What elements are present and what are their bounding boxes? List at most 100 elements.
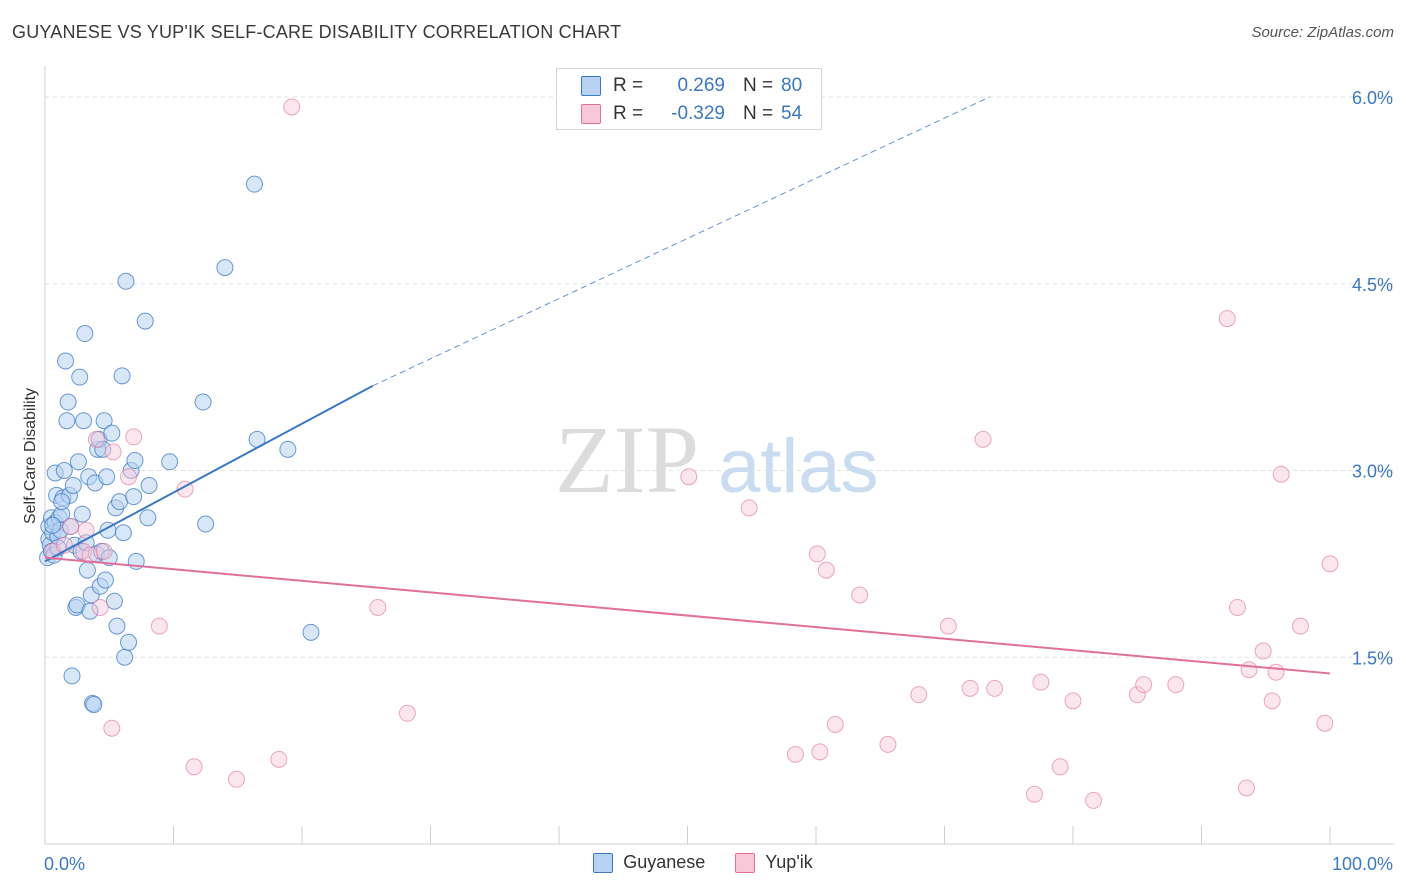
yupik-point xyxy=(808,545,826,563)
yupik-point xyxy=(125,428,143,446)
yupik-point xyxy=(91,598,109,616)
yupik-point xyxy=(986,679,1004,697)
yupik-point xyxy=(1267,663,1285,681)
guyanese-point xyxy=(58,412,76,430)
yupik-point xyxy=(851,586,869,604)
guyanese-point xyxy=(194,393,212,411)
yupik-point xyxy=(185,758,203,776)
guyanese-point xyxy=(161,453,179,471)
guyanese-trend-extension xyxy=(372,96,990,387)
yupik-point xyxy=(1272,465,1290,483)
guyanese-point xyxy=(98,468,116,486)
yupik-point xyxy=(826,715,844,733)
yupik-point xyxy=(817,561,835,579)
yupik-swatch xyxy=(581,104,601,124)
guyanese-point xyxy=(85,696,103,714)
guyanese-trend-line xyxy=(44,384,374,563)
trend-lines xyxy=(44,96,1331,675)
n-label: N = xyxy=(743,75,774,96)
yupik-point xyxy=(369,598,387,616)
guyanese-point xyxy=(302,623,320,641)
guyanese-point xyxy=(94,440,112,458)
guyanese-point xyxy=(279,440,297,458)
x-tick-label: 100.0% xyxy=(1332,854,1393,874)
yupik-point xyxy=(227,770,245,788)
yupik-point xyxy=(95,542,113,560)
chart-title: GUYANESE VS YUP'IK SELF-CARE DISABILITY … xyxy=(12,22,622,42)
yupik-point xyxy=(1254,642,1272,660)
yupik-point xyxy=(879,735,897,753)
yupik-point xyxy=(1237,779,1255,797)
y-tick-label: 3.0% xyxy=(1352,462,1393,482)
guyanese-point xyxy=(197,515,215,533)
yupik-point xyxy=(939,617,957,635)
guyanese-point xyxy=(73,505,91,523)
guyanese-point xyxy=(75,412,93,430)
yupik-point xyxy=(740,499,758,517)
yupik-point xyxy=(1228,598,1246,616)
legend-item-yupik[interactable]: Yup'ik xyxy=(735,852,813,873)
legend-label: Yup'ik xyxy=(765,852,813,872)
yupik-point xyxy=(150,617,168,635)
guyanese-point xyxy=(76,325,94,343)
guyanese-swatch xyxy=(581,76,601,96)
r-value: 0.269 xyxy=(677,75,725,96)
guyanese-point xyxy=(64,476,82,494)
guyanese-point xyxy=(114,524,132,542)
guyanese-point xyxy=(78,561,96,579)
watermark: ZIP atlas xyxy=(555,406,879,513)
guyanese-point xyxy=(245,175,263,193)
guyanese-point xyxy=(140,476,158,494)
watermark-atlas: atlas xyxy=(718,424,879,509)
yupik-swatch xyxy=(735,852,756,873)
yupik-point xyxy=(103,719,121,737)
n-label: N = xyxy=(743,103,774,124)
y-tick-label: 1.5% xyxy=(1352,648,1393,668)
guyanese-point xyxy=(125,488,143,506)
n-value: 54 xyxy=(781,103,803,124)
yupik-point xyxy=(974,430,992,448)
guyanese-point xyxy=(71,368,89,386)
guyanese-point xyxy=(55,462,73,479)
series-legend: Guyanese Yup'ik xyxy=(0,852,1406,873)
y-axis-label: Self-Care Disability xyxy=(22,388,39,524)
guyanese-point xyxy=(139,509,157,527)
y-tick-label: 6.0% xyxy=(1352,88,1393,108)
legend-label: Guyanese xyxy=(623,852,706,872)
guyanese-point xyxy=(120,633,138,651)
chart-source: Source: ZipAtlas.com xyxy=(1251,24,1394,41)
yupik-point xyxy=(1291,617,1309,635)
yupik-point xyxy=(283,98,301,116)
guyanese-point xyxy=(111,493,129,511)
guyanese-point xyxy=(57,352,75,370)
yupik-point xyxy=(120,468,138,486)
guyanese-point xyxy=(113,367,131,385)
yupik-point xyxy=(104,443,122,461)
yupik-point xyxy=(1321,555,1339,573)
yupik-point xyxy=(1167,676,1185,694)
n-value: 80 xyxy=(781,75,803,96)
yupik-point xyxy=(1218,310,1236,328)
guyanese-point xyxy=(216,259,234,277)
yupik-point xyxy=(1051,758,1069,776)
y-tick-label: 4.5% xyxy=(1352,275,1393,295)
watermark-zip: ZIP xyxy=(555,406,699,513)
yupik-point xyxy=(62,518,80,536)
yupik-point xyxy=(1032,673,1050,691)
yupik-point xyxy=(786,745,804,763)
guyanese-swatch xyxy=(593,852,614,873)
tick-labels: 1.5% 3.0% 4.5% 6.0% 0.0% 100.0% xyxy=(44,88,1393,874)
guyanese-point xyxy=(117,272,135,290)
yupik-point xyxy=(1263,692,1281,710)
yupik-point xyxy=(87,430,105,448)
guyanese-point xyxy=(103,424,121,442)
yupik-point xyxy=(680,468,698,486)
r-label: R = xyxy=(613,103,644,124)
yupik-point xyxy=(81,546,99,564)
guyanese-point xyxy=(59,393,77,411)
yupik-point xyxy=(961,679,979,697)
yupik-point xyxy=(1128,686,1146,704)
guyanese-point xyxy=(44,516,62,534)
guyanese-point xyxy=(96,571,114,589)
legend-item-guyanese[interactable]: Guyanese xyxy=(593,852,705,873)
